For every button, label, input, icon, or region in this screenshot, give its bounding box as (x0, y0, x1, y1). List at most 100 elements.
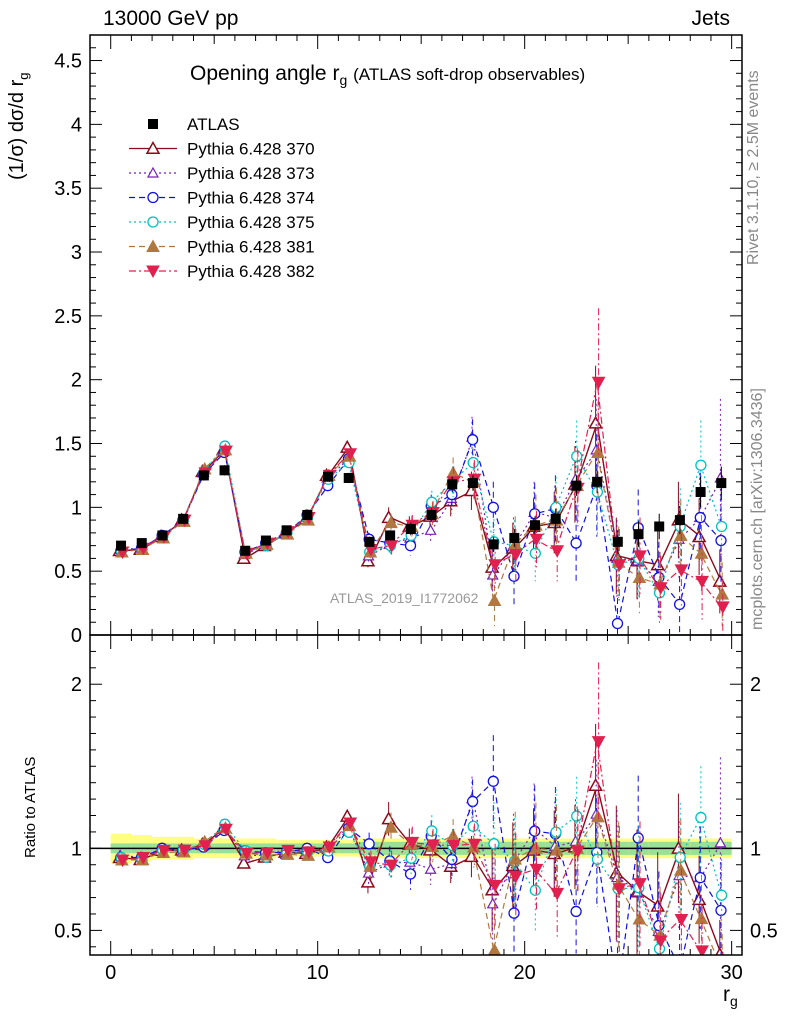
series-point-3 (426, 496, 438, 508)
ratio-point-2 (446, 853, 458, 866)
series-point-1 (424, 524, 437, 535)
ratio-point-5 (239, 847, 254, 861)
series-point-5 (695, 575, 709, 589)
data-point (530, 520, 541, 531)
data-point (467, 478, 478, 489)
ratio-y-tick-label: 1 (71, 838, 82, 860)
ratio-point-5 (612, 883, 627, 896)
data-point (571, 480, 582, 491)
x-axis-title-subscript: g (730, 993, 738, 1010)
series-point-4 (487, 593, 502, 607)
ratio-series-line-3 (120, 815, 722, 951)
ratio-y-tick-label: 2 (71, 674, 82, 696)
series-point-5 (550, 545, 565, 558)
main-plot-area (112, 308, 730, 635)
series-point-4 (673, 528, 688, 541)
ratio-point-0 (691, 892, 707, 906)
series-point-2 (570, 537, 582, 549)
ratio-point-5 (115, 854, 130, 868)
ratio-point-4 (384, 820, 398, 833)
series-point-4 (632, 570, 647, 584)
data-point (654, 521, 665, 532)
ratio-point-2 (632, 832, 644, 844)
ratio-point-4 (529, 841, 543, 854)
ratio-point-3 (405, 852, 417, 864)
ratio-point-3 (715, 889, 728, 901)
main-y-tick-label: 0.5 (54, 561, 82, 583)
ratio-point-5 (633, 878, 647, 891)
data-point (240, 545, 251, 556)
main-title: Opening angle rg (ATLAS soft-drop observ… (190, 62, 585, 88)
ratio-point-2 (613, 987, 623, 997)
series-point-5 (674, 564, 689, 577)
ratio-y-tick-label: 0.5 (54, 920, 82, 942)
series-point-5 (488, 559, 502, 572)
series-point-4 (591, 445, 605, 458)
main-y-tick-label: 2 (71, 370, 82, 392)
ratio-point-4 (694, 911, 709, 925)
ratio-series-line-2 (121, 780, 722, 955)
series-point-3 (529, 547, 541, 559)
ratio-point-5 (177, 844, 192, 858)
main-y-axis-title-text: (1/σ) dσ/d r (6, 79, 28, 180)
data-point (426, 510, 437, 520)
ratio-point-5 (674, 913, 689, 927)
series-point-5 (715, 601, 730, 614)
series-point-0 (588, 415, 603, 429)
series-point-2 (508, 570, 520, 582)
legend-marker-1 (146, 166, 160, 178)
ratio-point-4 (591, 809, 605, 823)
legend-marker-data (148, 119, 158, 129)
data-point (716, 478, 727, 489)
ratio-point-5 (550, 887, 565, 901)
series-point-3 (695, 459, 707, 471)
main-y-tick-label: 4 (71, 114, 82, 136)
data-point (509, 532, 520, 543)
series-point-5 (384, 540, 399, 553)
ratio-point-4 (632, 911, 647, 925)
legend-label-3: Pythia 6.428 375 (187, 213, 315, 232)
legend-label-0: Pythia 6.428 370 (187, 140, 315, 159)
ratio-point-3 (467, 820, 479, 832)
series-point-5 (633, 550, 647, 563)
legend-label-data: ATLAS (187, 115, 240, 134)
ratio-point-5 (467, 838, 482, 852)
legend-marker-5 (146, 265, 160, 279)
data-point (281, 525, 292, 536)
data-point (302, 510, 313, 520)
series-point-4 (715, 587, 730, 600)
ratio-y-tick-label-right: 0.5 (750, 920, 778, 942)
ratio-y-axis-title: Ratio to ATLAS (22, 756, 39, 858)
series-point-3 (571, 450, 583, 462)
ratio-point-5 (529, 863, 544, 877)
ratio-point-5 (488, 879, 502, 893)
legend: ATLAS Pythia 6.428 370 Pythia 6.428 373 Pyt… (129, 115, 315, 281)
main-y-axis-title: (1/σ) dσ/d rg (6, 73, 31, 181)
legend-label-5: Pythia 6.428 382 (187, 262, 315, 281)
ratio-point-5 (322, 841, 337, 855)
data-point (385, 530, 396, 541)
ratio-point-0 (588, 777, 603, 791)
series-point-4 (446, 465, 460, 479)
legend-label-1: Pythia 6.428 373 (187, 164, 315, 183)
data-point (405, 524, 416, 535)
ratio-point-4 (549, 843, 564, 856)
ratio-point-2 (715, 904, 727, 917)
data-point (178, 513, 189, 524)
x-axis-title-text: r (723, 983, 730, 1006)
main-title-subscript: g (339, 72, 348, 89)
data-point (260, 535, 271, 546)
main-y-tick-label: 0 (71, 625, 82, 647)
ratio-series-line-5 (120, 741, 705, 955)
ratio-point-0 (715, 946, 725, 955)
series-point-0 (712, 573, 728, 587)
ratio-point-5 (426, 839, 440, 852)
data-point (116, 540, 127, 551)
legend-marker-0 (145, 140, 161, 155)
main-y-tick-label: 4.5 (54, 51, 82, 73)
ratio-series-line-0 (120, 782, 722, 955)
ratio-point-5 (384, 859, 399, 873)
mcplots-label: mcplots.cern.ch [arXiv:1306.3436] (749, 388, 766, 630)
series-line-5 (120, 382, 722, 608)
